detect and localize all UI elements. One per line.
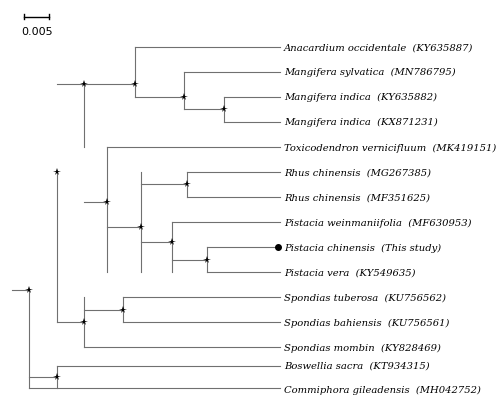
Text: Pistacia weinmaniifolia  (MF630953): Pistacia weinmaniifolia (MF630953) xyxy=(284,218,472,227)
Text: Spondias mombin  (KY828469): Spondias mombin (KY828469) xyxy=(284,343,441,352)
Text: Pistacia chinensis  (This study): Pistacia chinensis (This study) xyxy=(284,243,442,252)
Text: Rhus chinensis  (MF351625): Rhus chinensis (MF351625) xyxy=(284,193,430,202)
Text: Mangifera indica  (KY635882): Mangifera indica (KY635882) xyxy=(284,93,437,102)
Text: Spondias bahiensis  (KU756561): Spondias bahiensis (KU756561) xyxy=(284,318,450,327)
Text: Commiphora gileadensis  (MH042752): Commiphora gileadensis (MH042752) xyxy=(284,385,481,394)
Text: Anacardium occidentale  (KY635887): Anacardium occidentale (KY635887) xyxy=(284,43,474,52)
Text: Spondias tuberosa  (KU756562): Spondias tuberosa (KU756562) xyxy=(284,293,446,302)
Text: Pistacia vera  (KY549635): Pistacia vera (KY549635) xyxy=(284,268,416,277)
Text: Mangifera sylvatica  (MN786795): Mangifera sylvatica (MN786795) xyxy=(284,68,456,77)
Text: Rhus chinensis  (MG267385): Rhus chinensis (MG267385) xyxy=(284,168,431,177)
Text: 0.005: 0.005 xyxy=(21,26,52,36)
Text: Toxicodendron vernicifluum  (MK419151): Toxicodendron vernicifluum (MK419151) xyxy=(284,143,496,152)
Text: Boswellia sacra  (KT934315): Boswellia sacra (KT934315) xyxy=(284,360,430,369)
Text: Mangifera indica  (KX871231): Mangifera indica (KX871231) xyxy=(284,118,438,127)
